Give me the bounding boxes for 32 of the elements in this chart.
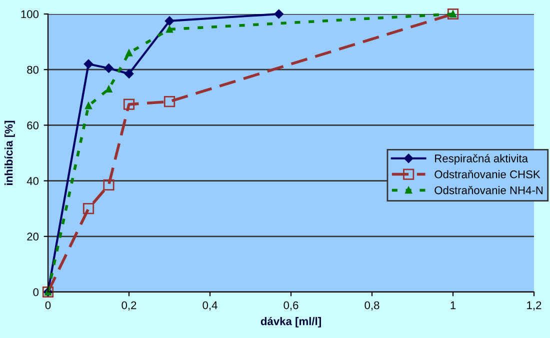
point xyxy=(104,64,114,73)
x-tick-label: 0,4 xyxy=(202,301,218,310)
point xyxy=(123,98,135,110)
y-tick-label: 20 xyxy=(27,232,39,241)
x-tick-label: 0,6 xyxy=(284,301,298,310)
point xyxy=(166,26,173,33)
x-tick-label: 0 xyxy=(45,301,51,310)
point xyxy=(85,102,92,110)
x-tick-label: 0,8 xyxy=(364,301,380,310)
legend-label: Odstraňovanie CHSK xyxy=(434,170,540,178)
point xyxy=(164,96,176,108)
y-tick-label: 40 xyxy=(26,177,39,185)
x-tick-label: 1,2 xyxy=(527,301,542,310)
point xyxy=(274,9,284,19)
x-tick-label: 1 xyxy=(450,301,456,310)
point xyxy=(126,49,132,56)
point xyxy=(103,179,114,191)
y-tick-label: 80 xyxy=(27,66,39,74)
y-axis-title: inhibícia [%] xyxy=(4,120,15,185)
y-tick-label: 0 xyxy=(33,288,39,296)
point xyxy=(84,59,94,69)
point xyxy=(164,16,174,26)
point xyxy=(82,203,94,214)
x-axis-title: dávka [ml/l] xyxy=(260,316,321,328)
x-tick-label: 0,2 xyxy=(122,301,136,310)
legend-label: Respiračná aktivita xyxy=(435,154,528,165)
point xyxy=(447,8,459,20)
y-tick-label: 100 xyxy=(21,10,39,18)
point xyxy=(105,86,112,93)
legend-label: Odstraňovanie NH4-N xyxy=(434,186,543,194)
point xyxy=(124,69,134,78)
y-tick-label: 60 xyxy=(27,121,39,130)
